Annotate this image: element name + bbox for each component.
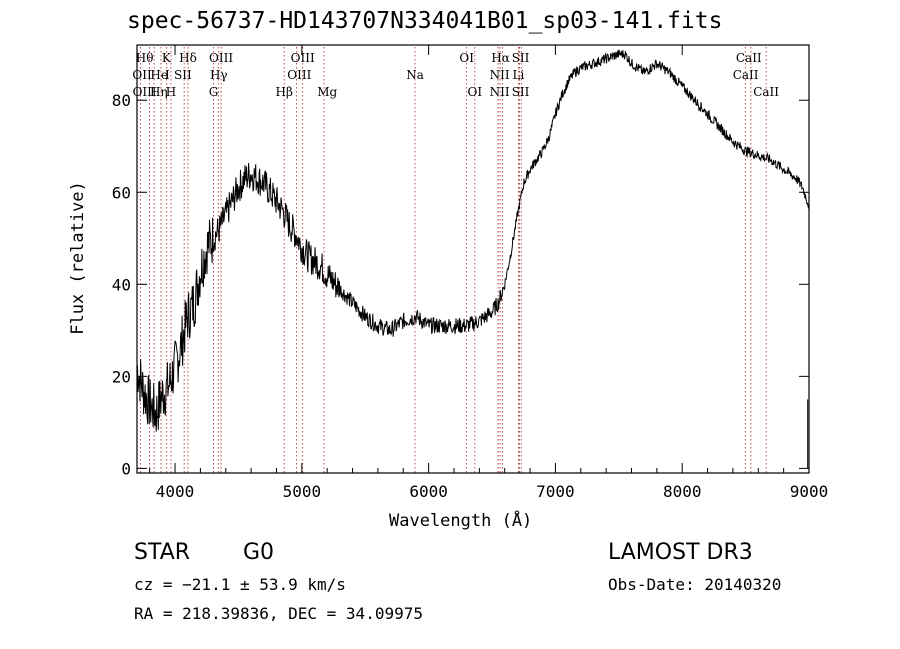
y-tick-label: 0 <box>121 459 131 478</box>
line-label: OII <box>132 68 152 82</box>
line-label: OIII <box>209 51 233 65</box>
spectrum-line <box>136 49 810 469</box>
line-label: Hδ <box>179 51 197 65</box>
line-label: Hθ <box>136 51 154 65</box>
line-label: Hη <box>150 85 168 99</box>
line-label: SII <box>174 68 192 82</box>
x-tick-label: 7000 <box>536 482 575 501</box>
line-label: Li <box>512 68 524 82</box>
x-tick-label: 9000 <box>790 482 829 501</box>
line-label: Hα <box>491 51 510 65</box>
x-tick-label: 6000 <box>409 482 448 501</box>
plot-frame <box>136 44 810 474</box>
coordinates: RA = 218.39836, DEC = 34.09975 <box>134 604 423 623</box>
line-label: K <box>162 51 172 65</box>
line-label: H <box>166 85 176 99</box>
redshift-cz: cz = −21.1 ± 53.9 km/s <box>134 575 346 594</box>
line-label: CaII <box>736 51 762 65</box>
spectral-line-markers <box>140 47 767 473</box>
line-label: NII <box>490 68 510 82</box>
obs-date: Obs-Date: 20140320 <box>608 575 782 594</box>
survey-name: LAMOST DR3 <box>608 540 753 565</box>
line-label: OIII <box>287 68 311 82</box>
x-tick-label: 4000 <box>156 482 195 501</box>
line-label: OIII <box>291 51 315 65</box>
line-label: I <box>165 68 170 82</box>
line-label: OI <box>459 51 474 65</box>
y-tick-label: 20 <box>112 367 131 386</box>
chart-title: spec-56737-HD143707N334041B01_sp03-141.f… <box>127 8 723 34</box>
x-axis-label: Wavelength (Å) <box>389 511 533 531</box>
line-label: G <box>209 85 219 99</box>
y-tick-label: 40 <box>112 275 131 294</box>
line-label: NII <box>490 85 510 99</box>
x-tick-label: 8000 <box>663 482 702 501</box>
y-axis-label: Flux (relative) <box>68 181 88 335</box>
line-label: He <box>150 68 168 82</box>
line-label: CaII <box>733 68 759 82</box>
line-label: Hγ <box>210 68 228 82</box>
line-label: Hβ <box>276 85 293 99</box>
y-tick-label: 60 <box>112 183 131 202</box>
spectral-line-labels: Hθ OII OIII He Hη KIH Hδ SII OIII Hγ G Hβ OIII OIII Mg… <box>132 51 779 99</box>
y-tick-label: 80 <box>112 91 131 110</box>
line-label: OIII <box>133 85 157 99</box>
object-class: STAR <box>134 540 191 565</box>
line-label: OI <box>467 85 482 99</box>
line-label: SII <box>512 85 530 99</box>
x-tick-label: 5000 <box>283 482 322 501</box>
axis-ticks: 4000 5000 6000 7000 8000 9000 0 20 40 60 80 <box>112 45 829 501</box>
object-subclass: G0 <box>243 540 275 565</box>
line-label: Na <box>406 68 424 82</box>
line-label: CaII <box>753 85 779 99</box>
line-label: Mg <box>317 85 337 99</box>
line-label: SII <box>512 51 530 65</box>
